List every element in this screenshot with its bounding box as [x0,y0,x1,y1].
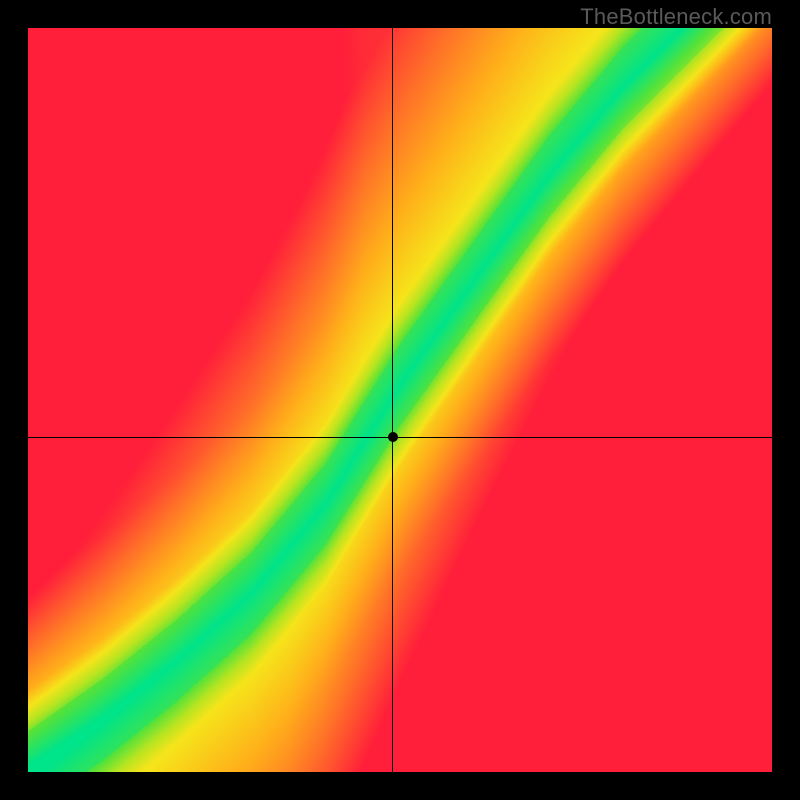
plot-area [28,28,772,772]
selection-marker [388,432,398,442]
chart-root: TheBottleneck.com [0,0,800,800]
crosshair-vertical [392,28,393,772]
crosshair-horizontal [28,437,772,438]
watermark-text: TheBottleneck.com [580,4,772,30]
bottleneck-heatmap [28,28,772,772]
